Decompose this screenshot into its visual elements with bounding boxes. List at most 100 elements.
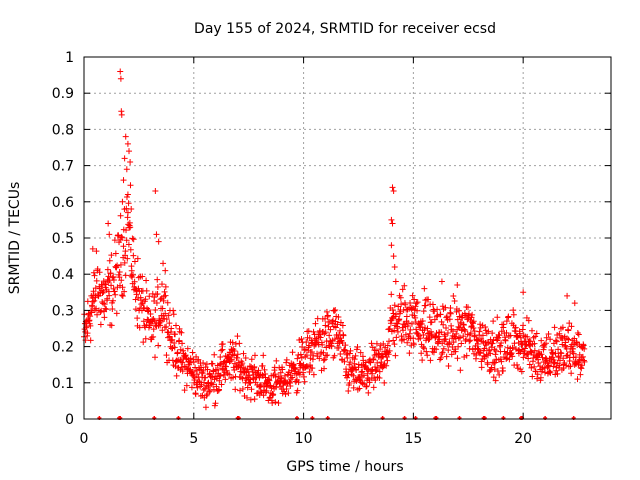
data-point	[289, 374, 296, 381]
data-point	[162, 267, 169, 274]
data-point	[537, 374, 544, 381]
data-point	[195, 356, 202, 363]
data-point	[124, 140, 131, 147]
data-point	[534, 371, 541, 378]
data-point	[458, 327, 465, 334]
data-point	[239, 360, 246, 367]
data-point	[439, 349, 446, 356]
data-point	[209, 360, 216, 367]
data-point	[118, 277, 125, 284]
data-point	[124, 209, 131, 216]
data-point	[168, 325, 175, 332]
data-point	[559, 324, 566, 331]
data-point	[434, 306, 441, 313]
data-point	[124, 191, 131, 198]
data-point	[249, 368, 256, 375]
data-point	[316, 355, 323, 362]
data-point	[545, 362, 552, 369]
data-point	[119, 284, 126, 291]
data-point	[424, 330, 431, 337]
data-point	[289, 349, 296, 356]
data-point	[157, 296, 164, 303]
data-point	[533, 330, 540, 337]
data-point	[327, 337, 334, 344]
data-point	[520, 289, 527, 296]
data-point	[469, 311, 476, 318]
data-point	[89, 298, 96, 305]
data-point	[503, 329, 510, 336]
data-point	[154, 284, 161, 291]
data-point	[458, 340, 465, 347]
data-point	[126, 148, 133, 155]
data-point	[391, 302, 398, 309]
data-point	[170, 311, 177, 318]
chart-title: Day 155 of 2024, SRMTID for receiver ecs…	[194, 21, 496, 37]
data-point	[163, 323, 170, 330]
data-point	[106, 292, 113, 299]
data-point	[542, 340, 549, 347]
data-point	[130, 252, 137, 259]
data-point	[108, 252, 115, 259]
data-point	[87, 313, 94, 320]
data-point	[387, 320, 394, 327]
data-point	[332, 306, 339, 313]
data-point	[295, 379, 302, 386]
data-point	[481, 345, 488, 352]
data-point	[565, 336, 572, 343]
data-point	[524, 333, 531, 340]
data-point	[142, 296, 149, 303]
y-tick-label: 0.2	[52, 340, 74, 356]
data-point	[552, 350, 559, 357]
data-point	[317, 334, 324, 341]
data-point	[162, 310, 169, 317]
data-point	[438, 278, 445, 285]
data-point	[153, 231, 160, 238]
data-point	[142, 335, 149, 342]
data-points	[81, 68, 588, 420]
data-point	[370, 356, 377, 363]
data-point	[166, 320, 173, 327]
data-point	[486, 347, 493, 354]
data-point	[557, 357, 564, 364]
data-point	[247, 379, 254, 386]
data-point	[169, 336, 176, 343]
data-point	[393, 334, 400, 341]
data-point	[127, 182, 134, 189]
data-point	[420, 308, 427, 315]
data-point	[303, 352, 310, 359]
data-point	[374, 359, 381, 366]
data-point	[179, 359, 186, 366]
data-point	[578, 362, 585, 369]
data-point	[121, 288, 128, 295]
data-point	[546, 369, 553, 376]
data-point	[448, 326, 455, 333]
data-point	[367, 359, 374, 366]
data-point	[554, 370, 561, 377]
data-point	[549, 351, 556, 358]
data-point	[256, 374, 263, 381]
data-point	[492, 359, 499, 366]
data-point	[400, 336, 407, 343]
data-point	[400, 327, 407, 334]
data-point	[404, 339, 411, 346]
data-point	[111, 288, 118, 295]
x-tick-label: 5	[189, 431, 198, 447]
data-point	[394, 328, 401, 335]
data-point	[194, 371, 201, 378]
data-point	[91, 272, 98, 279]
data-point	[347, 347, 354, 354]
data-point	[553, 364, 560, 371]
data-point	[282, 377, 289, 384]
data-point	[202, 374, 209, 381]
data-point	[117, 261, 124, 268]
data-point	[248, 356, 255, 363]
data-point	[457, 367, 464, 374]
x-tick-label: 0	[80, 431, 89, 447]
data-point	[538, 351, 545, 358]
data-point	[331, 336, 338, 343]
data-point	[166, 333, 173, 340]
data-point	[414, 307, 421, 314]
data-point	[159, 327, 166, 334]
data-point	[389, 306, 396, 313]
data-point	[259, 371, 266, 378]
